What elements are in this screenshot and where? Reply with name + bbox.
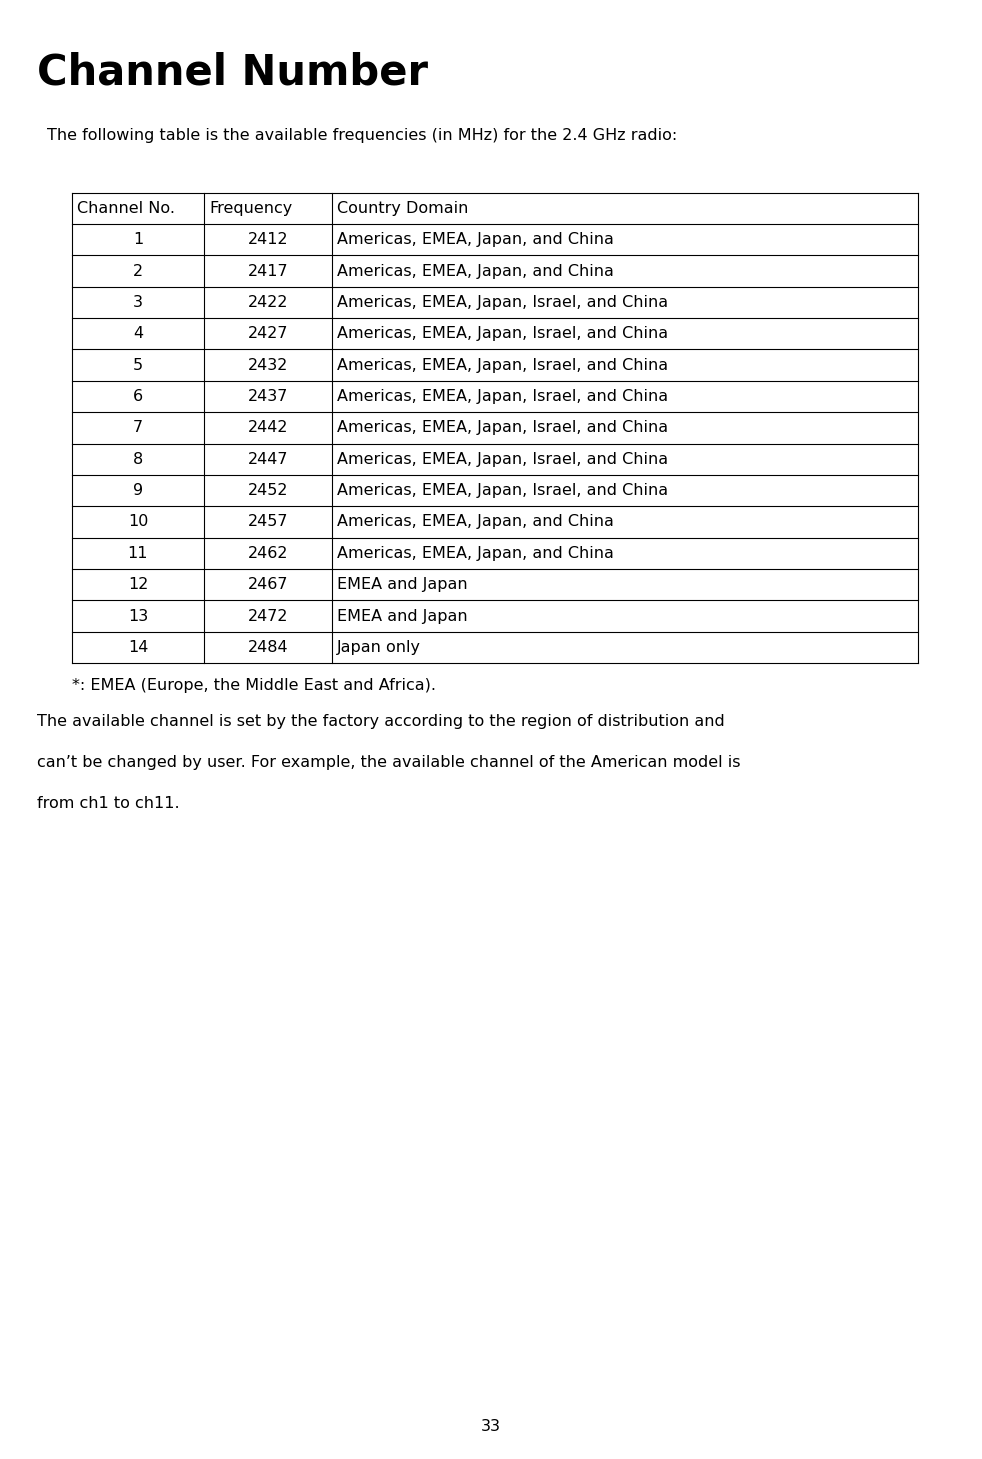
Text: Americas, EMEA, Japan, Israel, and China: Americas, EMEA, Japan, Israel, and China [337, 357, 668, 372]
Text: 2437: 2437 [247, 390, 289, 404]
Text: 1: 1 [133, 232, 143, 247]
Text: 2422: 2422 [247, 295, 289, 309]
Text: Americas, EMEA, Japan, and China: Americas, EMEA, Japan, and China [337, 546, 614, 560]
Text: 2462: 2462 [247, 546, 289, 560]
Text: 2472: 2472 [247, 608, 289, 623]
Text: 4: 4 [133, 327, 143, 341]
Text: Japan only: Japan only [337, 641, 421, 655]
Text: 2457: 2457 [247, 515, 289, 530]
Text: 14: 14 [128, 641, 148, 655]
Text: Americas, EMEA, Japan, and China: Americas, EMEA, Japan, and China [337, 232, 614, 247]
Text: 9: 9 [133, 483, 143, 498]
Text: Americas, EMEA, Japan, Israel, and China: Americas, EMEA, Japan, Israel, and China [337, 420, 668, 435]
Text: 3: 3 [133, 295, 143, 309]
Text: The following table is the available frequencies (in MHz) for the 2.4 GHz radio:: The following table is the available fre… [47, 128, 678, 143]
Text: EMEA and Japan: EMEA and Japan [337, 608, 467, 623]
Text: 13: 13 [128, 608, 148, 623]
Text: 11: 11 [128, 546, 148, 560]
Text: 2484: 2484 [247, 641, 289, 655]
Text: Americas, EMEA, Japan, Israel, and China: Americas, EMEA, Japan, Israel, and China [337, 327, 668, 341]
Text: 10: 10 [128, 515, 148, 530]
Text: 5: 5 [133, 357, 143, 372]
Text: 2447: 2447 [247, 452, 289, 467]
Text: 33: 33 [481, 1420, 501, 1434]
Text: Frequency: Frequency [209, 201, 293, 216]
Text: 2427: 2427 [247, 327, 289, 341]
Text: Channel Number: Channel Number [37, 51, 428, 93]
Text: Americas, EMEA, Japan, Israel, and China: Americas, EMEA, Japan, Israel, and China [337, 295, 668, 309]
Text: 2: 2 [133, 264, 143, 279]
Text: Americas, EMEA, Japan, and China: Americas, EMEA, Japan, and China [337, 264, 614, 279]
Text: 12: 12 [128, 578, 148, 592]
Text: 2467: 2467 [247, 578, 289, 592]
Text: 2432: 2432 [247, 357, 289, 372]
Text: 2412: 2412 [247, 232, 289, 247]
Text: Country Domain: Country Domain [337, 201, 468, 216]
Text: EMEA and Japan: EMEA and Japan [337, 578, 467, 592]
Text: *: EMEA (Europe, the Middle East and Africa).: *: EMEA (Europe, the Middle East and Afr… [72, 677, 436, 693]
Text: Americas, EMEA, Japan, Israel, and China: Americas, EMEA, Japan, Israel, and China [337, 390, 668, 404]
Text: 2452: 2452 [247, 483, 289, 498]
Text: Americas, EMEA, Japan, Israel, and China: Americas, EMEA, Japan, Israel, and China [337, 452, 668, 467]
Text: can’t be changed by user. For example, the available channel of the American mod: can’t be changed by user. For example, t… [37, 754, 740, 770]
Text: Americas, EMEA, Japan, and China: Americas, EMEA, Japan, and China [337, 515, 614, 530]
Text: Channel No.: Channel No. [77, 201, 175, 216]
Text: 2417: 2417 [247, 264, 289, 279]
Text: 7: 7 [133, 420, 143, 435]
Text: 2442: 2442 [247, 420, 289, 435]
Text: Americas, EMEA, Japan, Israel, and China: Americas, EMEA, Japan, Israel, and China [337, 483, 668, 498]
Text: The available channel is set by the factory according to the region of distribut: The available channel is set by the fact… [37, 713, 725, 730]
Text: 6: 6 [133, 390, 143, 404]
Text: 8: 8 [133, 452, 143, 467]
Text: from ch1 to ch11.: from ch1 to ch11. [37, 795, 180, 811]
